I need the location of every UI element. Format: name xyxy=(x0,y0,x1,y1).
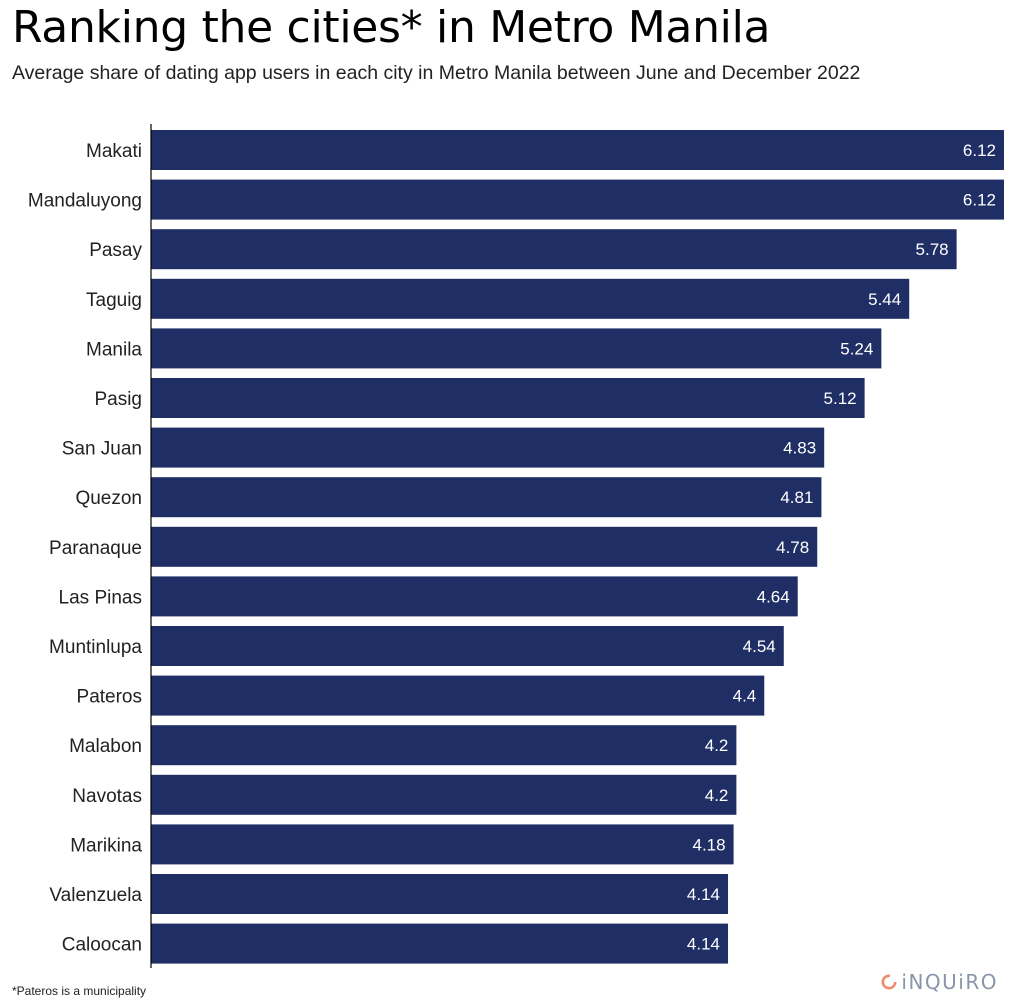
bar-muntinlupa xyxy=(151,626,784,666)
category-label: Makati xyxy=(86,141,142,162)
value-label: 4.78 xyxy=(776,538,809,557)
category-label: Malabon xyxy=(69,736,142,757)
category-label: Las Pinas xyxy=(59,587,142,608)
category-label: Muntinlupa xyxy=(49,637,142,658)
category-label: San Juan xyxy=(62,439,142,460)
bar-taguig xyxy=(151,278,910,319)
chart-subtitle: Average share of dating app users in eac… xyxy=(12,62,861,84)
bar-valenzuela xyxy=(151,874,729,914)
value-label: 4.18 xyxy=(693,835,726,854)
bar-las-pinas xyxy=(151,576,798,617)
category-label: Paranaque xyxy=(49,538,142,559)
chart-title: Ranking the cities* in Metro Manila xyxy=(12,2,771,53)
value-label: 4.64 xyxy=(757,587,790,606)
category-label: Navotas xyxy=(72,786,142,807)
value-label: 4.83 xyxy=(783,439,816,458)
bar-malabon xyxy=(151,725,737,766)
value-label: 4.54 xyxy=(743,637,776,656)
value-label: 4.14 xyxy=(687,935,720,954)
category-label: Mandaluyong xyxy=(28,191,142,212)
bar-pasig xyxy=(151,378,865,418)
bar-caloocan xyxy=(151,923,729,964)
category-label: Pasay xyxy=(89,240,142,261)
bar-navotas xyxy=(151,774,737,815)
value-label: 5.78 xyxy=(916,240,949,259)
category-label: Caloocan xyxy=(62,935,142,956)
footnote: *Pateros is a municipality xyxy=(12,984,147,998)
inquiro-logo-icon xyxy=(881,974,897,990)
category-label: Pateros xyxy=(77,687,142,708)
bar-pasay xyxy=(151,229,957,270)
bar-makati xyxy=(151,130,1004,170)
brand-name: iNQUiRO xyxy=(901,970,998,994)
value-label: 4.4 xyxy=(733,687,757,706)
bar-marikina xyxy=(151,824,734,865)
bar-san-juan xyxy=(151,427,825,468)
category-label: Quezon xyxy=(75,488,142,509)
bar-paranaque xyxy=(151,526,818,567)
bar-manila xyxy=(151,328,882,369)
category-label: Taguig xyxy=(86,290,142,311)
bar-pateros xyxy=(151,675,765,716)
value-label: 4.2 xyxy=(705,786,729,805)
bar-mandaluyong xyxy=(151,179,1004,220)
value-label: 6.12 xyxy=(963,191,996,210)
value-label: 4.81 xyxy=(780,488,813,507)
brand-logo: iNQUiRO xyxy=(881,970,998,994)
value-label: 4.14 xyxy=(687,885,720,904)
bars-layer: Makati 6.12 Mandaluyong 6.12 Pasay 5.78 Taguig… xyxy=(28,130,1004,964)
category-label: Manila xyxy=(86,339,142,360)
value-label: 5.12 xyxy=(824,389,857,408)
value-label: 6.12 xyxy=(963,141,996,160)
category-label: Valenzuela xyxy=(49,885,142,906)
value-label: 5.44 xyxy=(868,290,901,309)
value-label: 4.2 xyxy=(705,736,729,755)
bar-quezon xyxy=(151,477,822,518)
category-label: Pasig xyxy=(94,389,142,410)
category-label: Marikina xyxy=(70,835,142,856)
value-label: 5.24 xyxy=(840,339,873,358)
